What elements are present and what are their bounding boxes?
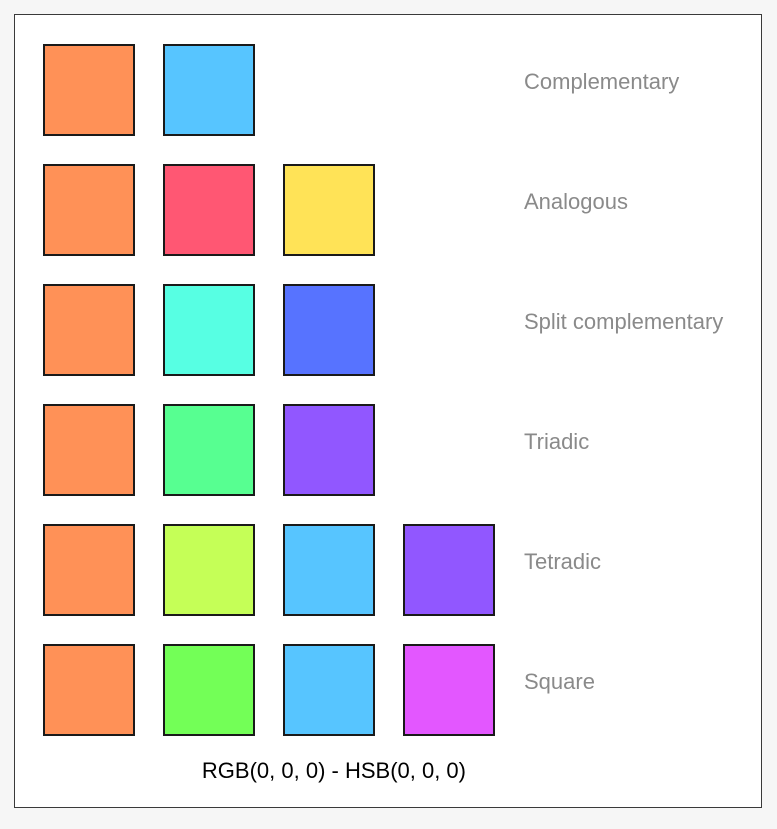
color-swatch[interactable] [283,164,375,256]
scheme-label: Analogous [524,189,628,214]
color-swatch[interactable] [163,404,255,496]
color-scheme-panel: Complementary Analogous Split complement… [14,14,762,808]
color-swatch[interactable] [283,524,375,616]
color-swatch[interactable] [43,164,135,256]
color-swatch[interactable] [43,284,135,376]
color-swatch[interactable] [43,404,135,496]
color-swatch[interactable] [283,284,375,376]
scheme-row-analogous: Analogous [15,164,761,256]
color-swatch[interactable] [163,44,255,136]
scheme-label: Complementary [524,69,680,94]
scheme-row-square: Square [15,644,761,736]
scheme-label: Square [524,669,595,694]
color-swatch[interactable] [43,44,135,136]
color-swatch[interactable] [43,644,135,736]
scheme-row-split-complementary: Split complementary [15,284,761,376]
scheme-label: Tetradic [524,549,602,574]
color-readout: RGB(0, 0, 0) - HSB(0, 0, 0) [201,758,466,783]
scheme-label: Split complementary [524,309,724,334]
color-swatch[interactable] [43,524,135,616]
scheme-label: Triadic [524,429,590,454]
scheme-row-tetradic: Tetradic [15,524,761,616]
color-swatch[interactable] [163,284,255,376]
color-swatch[interactable] [403,644,495,736]
scheme-row-complementary: Complementary [15,44,761,136]
scheme-row-triadic: Triadic [15,404,761,496]
color-swatch[interactable] [403,524,495,616]
color-swatch[interactable] [163,524,255,616]
color-swatch[interactable] [283,404,375,496]
color-swatch[interactable] [163,164,255,256]
color-swatch[interactable] [163,644,255,736]
color-swatch[interactable] [283,644,375,736]
